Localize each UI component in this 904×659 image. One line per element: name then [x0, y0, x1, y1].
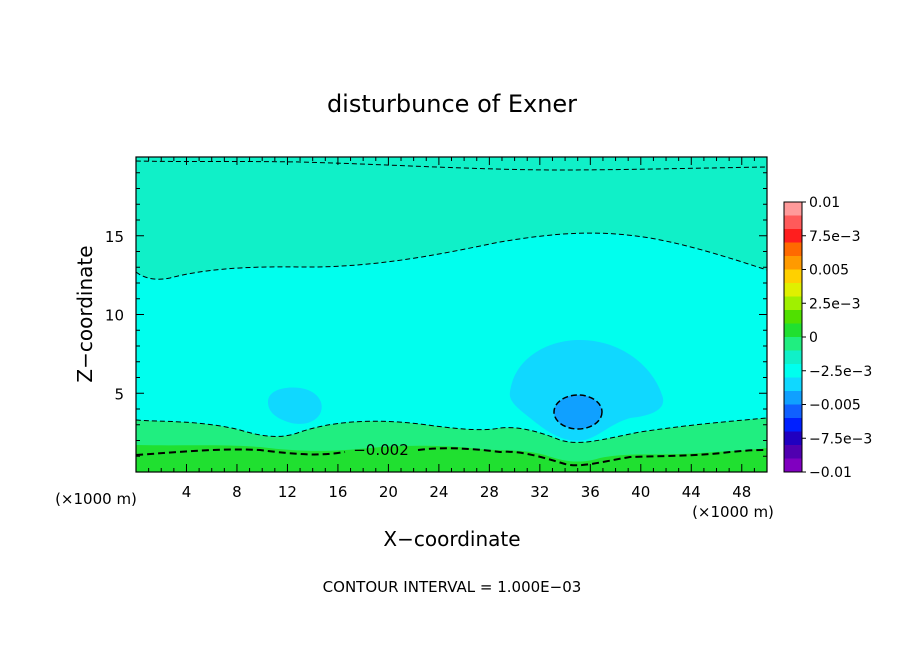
x-tick-label: 16 [328, 483, 347, 501]
colorbar-tick-label: 0.01 [809, 195, 840, 211]
colorbar-swatch [784, 391, 802, 405]
colorbar-tick-label: 0.005 [809, 263, 849, 279]
contour-label: −0.002 [353, 441, 409, 459]
contour-line-core [553, 394, 603, 430]
contour-line-lower [136, 417, 767, 443]
x-tick-label: 20 [379, 483, 398, 501]
contour-line-near-surface [136, 447, 767, 467]
colorbar-tick-label: −0.005 [809, 398, 861, 414]
colorbar-swatch [784, 377, 802, 392]
colorbar-tick-label: −2.5e−3 [809, 364, 872, 380]
x-tick-label: 36 [581, 483, 600, 501]
x-tick-label: 44 [682, 483, 701, 501]
x-tick-label: 12 [278, 483, 297, 501]
colorbar-swatch [784, 269, 802, 284]
y-axis-label: Z−coordinate [73, 245, 97, 382]
colorbar-swatch [784, 242, 802, 257]
colorbar-tick-label: 2.5e−3 [809, 296, 861, 312]
colorbar-swatch [784, 350, 802, 365]
contour-line-top [136, 160, 767, 171]
colorbar-swatch [784, 256, 802, 270]
y-tick-label: 10 [105, 307, 124, 325]
colorbar-swatch [784, 418, 802, 432]
colorbar-tick-label: 7.5e−3 [809, 229, 861, 245]
y-tick-label: 15 [105, 228, 124, 246]
colorbar-swatch [784, 431, 802, 446]
plot-area [136, 157, 767, 472]
region-top-band [136, 157, 767, 170]
colorbar-swatch [784, 404, 802, 419]
x-tick-label: 28 [480, 483, 499, 501]
colorbar-swatch [784, 337, 802, 351]
colorbar-swatch [784, 323, 802, 338]
colorbar-swatch [784, 215, 802, 230]
blob-right [509, 340, 664, 441]
region-near-surface [136, 445, 767, 472]
colorbar-swatch [784, 364, 802, 378]
x-tick-label: 48 [732, 483, 751, 501]
contour-line-upper [136, 232, 767, 280]
colorbar-swatch [784, 202, 802, 216]
region-upper-layer [136, 161, 767, 280]
colorbar: 0.01 7.5e−3 0.005 2.5e−3 0 −2.5e−3 −0.005 −7.5e… [783, 195, 872, 481]
x-unit-left: (×1000 m) [55, 490, 137, 508]
x-tick-label: 24 [429, 483, 448, 501]
colorbar-swatch [784, 283, 802, 297]
y-tick-label: 5 [114, 385, 124, 403]
x-axis-label: X−coordinate [383, 527, 520, 551]
colorbar-swatch [784, 445, 802, 459]
colorbar-swatch [784, 296, 802, 311]
colorbar-tick-label: −0.01 [809, 465, 852, 481]
x-tick-label: 32 [530, 483, 549, 501]
y-axis-ticks: 5 10 15 [105, 172, 767, 457]
colorbar-swatch [784, 310, 802, 324]
colorbar-swatch [784, 458, 802, 473]
colorbar-swatch [784, 229, 802, 243]
chart-title: disturbunce of Exner [327, 90, 577, 118]
colorbar-tick-label: −7.5e−3 [809, 431, 872, 447]
x-axis-ticks: 4 8 12 16 20 24 28 32 36 40 44 48 [148, 157, 755, 501]
x-tick-label: 8 [232, 483, 242, 501]
contour-interval-note: CONTOUR INTERVAL = 1.000E−03 [323, 578, 582, 596]
x-unit-right: (×1000 m) [692, 503, 774, 521]
core-right [554, 395, 602, 429]
x-tick-label: 40 [631, 483, 650, 501]
colorbar-tick-label: 0 [809, 330, 818, 346]
blob-left [268, 387, 322, 424]
x-tick-label: 4 [182, 483, 192, 501]
